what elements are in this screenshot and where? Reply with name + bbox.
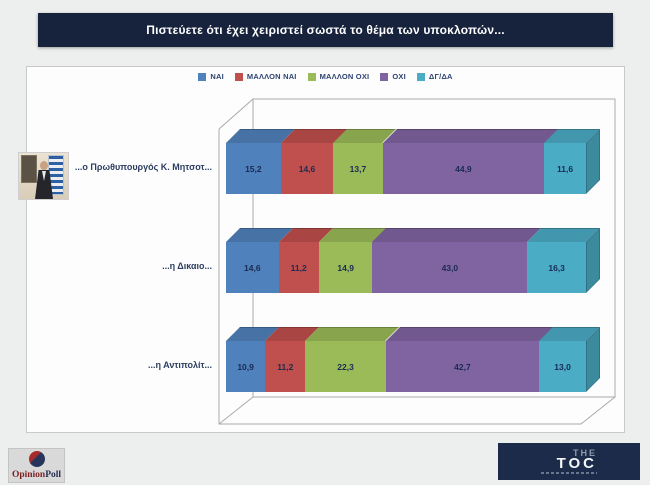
bar-row: 14,6 11,2 14,9 43,0 16,3 <box>226 228 600 293</box>
category-label: ...η Δικαιο... <box>162 261 212 271</box>
photo-figure-suit <box>35 170 53 199</box>
bar-segment: 14,6 <box>226 228 293 293</box>
legend-label: ΜΑΛΛΟΝ ΝΑΙ <box>246 72 297 81</box>
poll-question-title: Πιστεύετε ότι έχει χειριστεί σωστά το θέ… <box>38 13 613 47</box>
bar-value-label: 11,2 <box>290 262 307 273</box>
legend-color-swatch-icon <box>416 72 425 81</box>
photo-figure-head <box>40 161 48 170</box>
legend-label: ΝΑΙ <box>210 72 224 81</box>
legend-label: ΟΧΙ <box>392 72 406 81</box>
bar-segment: 42,7 <box>385 327 554 392</box>
legend-color-swatch-icon <box>380 72 389 81</box>
bar-segment: 13,7 <box>333 129 397 194</box>
bar-row: 15,2 14,6 13,7 44,9 11,6 <box>226 129 600 194</box>
bar-segment: 11,2 <box>278 228 333 293</box>
bar-row: 10,9 11,2 22,3 42,7 13,0 <box>226 327 600 392</box>
bar-value-label: 14,9 <box>337 262 354 273</box>
bar-segment: 13,0 <box>539 327 600 392</box>
bar-value-label: 11,6 <box>557 163 574 174</box>
bar-value-label: 14,6 <box>298 163 316 174</box>
bar-segment: 11,6 <box>544 129 600 194</box>
thetoc-tagline-mark <box>541 472 597 474</box>
legend-color-swatch-icon <box>307 72 316 81</box>
category-label: ...η Αντιπολίτ... <box>147 360 212 370</box>
bar-value-label: 44,9 <box>455 163 472 174</box>
chart-panel: ΝΑΙ ΜΑΛΛΟΝ ΝΑΙ ΜΑΛΛΟΝ ΟΧΙ ΟΧΙ ΔΓ/ΔΑ 15,2 14,6… <box>26 66 625 433</box>
bar-segment: 16,3 <box>527 228 600 293</box>
bar-segment-top-face <box>382 129 559 143</box>
photo-figure-shirt <box>42 171 46 181</box>
bar-value-label: 13,7 <box>349 163 367 174</box>
bar-value-label: 43,0 <box>441 262 459 273</box>
bar-value-label: 13,0 <box>554 361 571 372</box>
legend-item: ΔΓ/ΔΑ <box>416 72 453 81</box>
bar-value-label: 11,2 <box>277 361 294 372</box>
photo-window-detail <box>21 155 37 183</box>
chart-legend: ΝΑΙ ΜΑΛΛΟΝ ΝΑΙ ΜΑΛΛΟΝ ΟΧΙ ΟΧΙ ΔΓ/ΔΑ <box>27 72 624 81</box>
legend-label: ΜΑΛΛΟΝ ΟΧΙ <box>319 72 370 81</box>
bar-segment: 15,2 <box>226 129 295 194</box>
bar-value-label: 14,6 <box>244 262 261 273</box>
bar-segment-top-face <box>372 228 542 242</box>
bar-value-label: 10,9 <box>237 361 254 372</box>
thetoc-wordmark: THE TOC <box>541 449 597 474</box>
bar-value-label: 42,7 <box>454 361 471 372</box>
bar-value-label: 16,3 <box>548 262 565 273</box>
category-label: ...ο Πρωθυπουργός Κ. Μητσοτ... <box>74 162 212 172</box>
legend-color-swatch-icon <box>234 72 243 81</box>
bar-segment: 43,0 <box>372 228 542 293</box>
legend-label: ΔΓ/ΔΑ <box>428 72 453 81</box>
bar-segment-top-face <box>305 327 400 341</box>
legend-item: ΟΧΙ <box>380 72 406 81</box>
bar-value-label: 15,2 <box>245 163 262 174</box>
bar-segment: 11,2 <box>265 327 320 392</box>
mitsotakis-photo <box>18 152 69 200</box>
bar-segment: 14,9 <box>318 228 387 293</box>
bar-segment: 22,3 <box>305 327 400 392</box>
opinionpoll-circle-icon <box>29 451 45 467</box>
bar-segment: 14,6 <box>280 129 348 194</box>
opinionpoll-wordmark: OpinionPoll <box>11 470 62 480</box>
opinionpoll-logo: OpinionPoll <box>8 448 65 483</box>
bar-value-label: 22,3 <box>337 361 354 372</box>
legend-item: ΜΑΛΛΟΝ ΝΑΙ <box>234 72 297 81</box>
legend-item: ΜΑΛΛΟΝ ΟΧΙ <box>307 72 370 81</box>
bar-segment: 44,9 <box>382 129 559 194</box>
legend-color-swatch-icon <box>198 72 207 81</box>
legend-item: ΝΑΙ <box>198 72 224 81</box>
bar-segment-top-face <box>385 327 554 341</box>
bar-segment: 10,9 <box>226 327 280 392</box>
thetoc-logo: THE TOC <box>498 443 640 480</box>
